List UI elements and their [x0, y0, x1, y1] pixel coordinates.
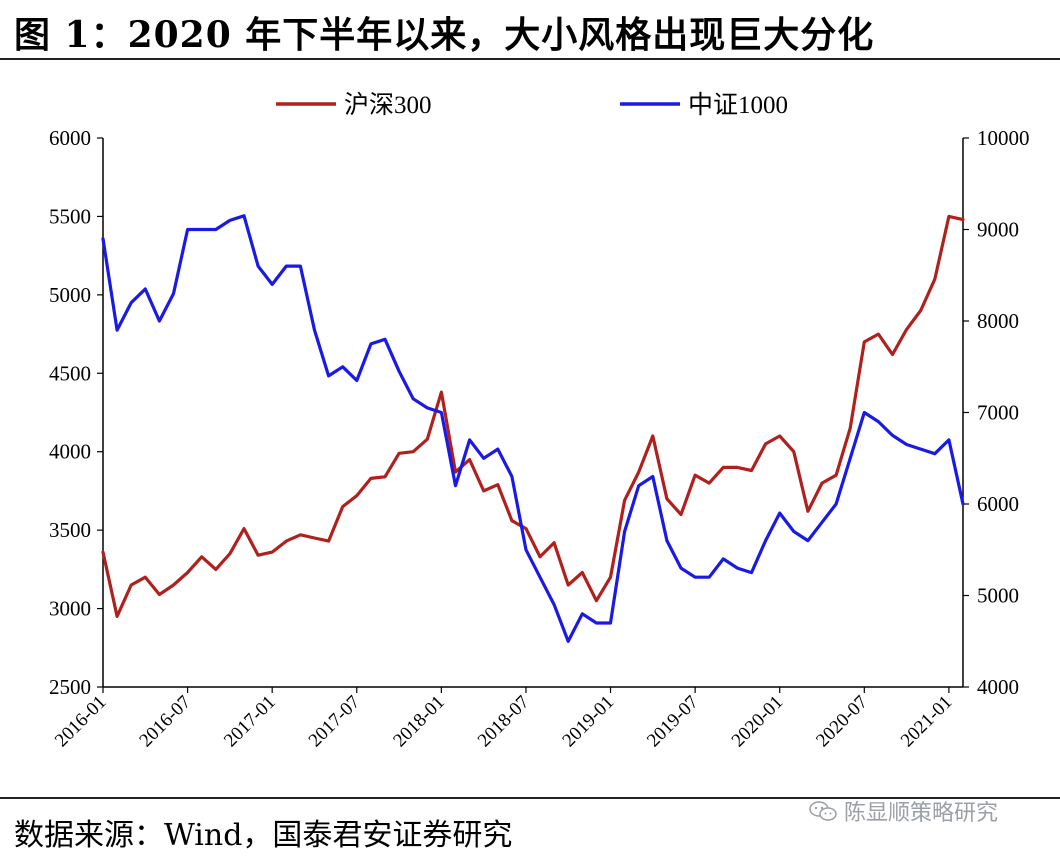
wechat-icon — [809, 801, 837, 821]
hs300-line — [101, 214, 965, 619]
x-tick-label: 2019-07 — [643, 692, 703, 752]
left-tick-label: 2500 — [49, 675, 91, 699]
x-tick-label: 2020-07 — [812, 692, 872, 752]
right-tick-label: 8000 — [977, 309, 1019, 333]
left-tick-label: 3500 — [49, 518, 91, 542]
line-chart: 2500 3000 3500 4000 4500 5000 5500 6000 4000 5000… — [49, 91, 1030, 752]
left-tick-label: 4000 — [49, 440, 91, 464]
x-tick-label: 2016-07 — [135, 692, 195, 752]
x-tick-label: 2018-01 — [389, 692, 449, 752]
left-tick-label: 3000 — [49, 597, 91, 621]
zz1000-line — [101, 214, 965, 643]
right-tick-label: 6000 — [977, 492, 1019, 516]
title-divider — [0, 58, 1060, 60]
right-tick-label: 7000 — [977, 401, 1019, 425]
right-tick-label: 9000 — [977, 218, 1019, 242]
x-tick-label: 2018-07 — [474, 692, 534, 752]
x-tick-label: 2019-01 — [558, 692, 618, 752]
footer-divider — [0, 797, 1060, 799]
legend-label-zz1000: 中证1000 — [688, 91, 788, 119]
right-tick-label: 10000 — [977, 126, 1030, 150]
left-tick-label: 5000 — [49, 283, 91, 307]
watermark-text: 陈显顺策略研究 — [844, 801, 999, 826]
x-tick-label: 2016-01 — [51, 692, 111, 752]
x-tick-label: 2017-07 — [305, 692, 365, 752]
chart-title: 图 1：2020 年下半年以来，大小风格出现巨大分化 — [14, 14, 875, 56]
x-tick-label: 2017-01 — [220, 692, 280, 752]
right-tick-label: 4000 — [977, 675, 1019, 699]
left-tick-label: 5500 — [49, 204, 91, 228]
right-tick-label: 5000 — [977, 584, 1019, 608]
legend-label-hs300: 沪深300 — [344, 91, 432, 119]
left-tick-label: 6000 — [49, 126, 91, 150]
left-tick-label: 4500 — [49, 361, 91, 385]
x-tick-label: 2021-01 — [897, 692, 957, 752]
x-tick-label: 2020-01 — [728, 692, 788, 752]
watermark: 陈显顺策略研究 — [808, 795, 998, 827]
source-note: 数据来源：Wind，国泰君安证券研究 — [14, 818, 513, 853]
